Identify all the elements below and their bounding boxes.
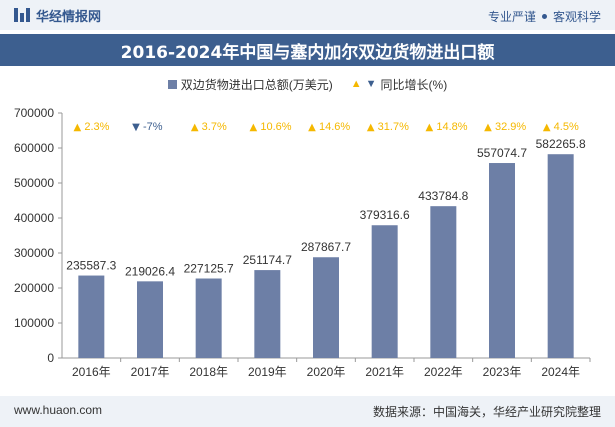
growth-up-icon: ▲ [308, 122, 316, 133]
top-bar: 华经情报网 专业严谨 客观科学 [0, 0, 615, 30]
growth-up-icon: ▲ [73, 122, 81, 133]
bar [137, 281, 163, 358]
x-tick-label: 2017年 [131, 365, 170, 379]
growth-up-icon: ▲ [425, 122, 433, 133]
bar-value-label: 433784.8 [418, 189, 468, 203]
y-tick-label: 700000 [14, 106, 54, 120]
growth-up-icon: ▲ [543, 122, 551, 133]
bar [254, 270, 281, 358]
x-tick-label: 2016年 [72, 365, 111, 379]
brand-logo-icon [14, 8, 30, 22]
growth-label: 14.8% [436, 121, 467, 133]
growth-label: 2.3% [84, 121, 109, 133]
bar [313, 257, 339, 358]
growth-label: 10.6% [260, 121, 291, 133]
legend-item-growth: ▲ ▼ 同比增长(%) [351, 76, 447, 93]
growth-up-icon: ▲ [249, 122, 257, 133]
bar [430, 206, 457, 358]
growth-label: 3.7% [202, 121, 227, 133]
growth-label: 14.6% [319, 121, 350, 133]
slogan: 专业严谨 客观科学 [488, 8, 601, 25]
y-tick-label: 600000 [14, 141, 54, 155]
footer-source: 数据来源：中国海关，华经产业研究院整理 [372, 405, 601, 419]
growth-down-icon: ▼ [132, 122, 140, 133]
slogan-left: 专业严谨 [487, 10, 536, 24]
bar-value-label: 235587.3 [66, 259, 116, 273]
legend-label-growth: 同比增长(%) [380, 77, 448, 92]
y-tick-label: 100000 [14, 316, 54, 330]
y-tick-label: 0 [47, 351, 54, 365]
bar [195, 278, 222, 358]
bar-value-label: 379316.6 [360, 208, 410, 222]
chart-title: 2016-2024年中国与塞内加尔双边货物进出口额 [120, 42, 495, 63]
y-tick-label: 400000 [14, 211, 54, 225]
growth-up-icon: ▲ [484, 122, 492, 133]
growth-label: 32.9% [495, 121, 526, 133]
slogan-dot-icon [541, 14, 547, 19]
triangle-up-icon: ▲ [350, 78, 362, 90]
bar-value-label: 227125.7 [184, 262, 234, 276]
growth-up-icon: ▲ [367, 122, 375, 133]
footer: www.huaon.com 数据来源：中国海关，华经产业研究院整理 [0, 396, 615, 427]
y-tick-label: 300000 [14, 246, 54, 260]
legend: 双边货物进出口总额(万美元) ▲ ▼ 同比增长(%) [0, 74, 615, 94]
growth-label: 4.5% [554, 121, 579, 133]
x-tick-label: 2019年 [248, 365, 287, 379]
y-tick-label: 200000 [14, 281, 54, 295]
title-bar: 2016-2024年中国与塞内加尔双边货物进出口额 [0, 34, 615, 66]
bar-value-label: 287867.7 [301, 240, 351, 254]
bar-value-label: 251174.7 [243, 253, 292, 267]
legend-item-total: 双边货物进出口总额(万美元) [167, 76, 333, 93]
x-tick-label: 2024年 [541, 365, 580, 379]
growth-up-icon: ▲ [191, 122, 199, 133]
triangle-down-icon: ▼ [365, 78, 377, 90]
growth-label: 31.7% [378, 121, 409, 133]
brand: 华经情报网 [14, 7, 102, 24]
bar-value-label: 219026.4 [125, 264, 175, 278]
x-tick-label: 2020年 [307, 365, 346, 379]
slogan-right: 客观科学 [552, 10, 601, 24]
bar [78, 275, 105, 358]
growth-label: -7% [143, 121, 163, 133]
bar-value-label: 557074.7 [477, 146, 527, 160]
footer-site: www.huaon.com [14, 403, 103, 417]
bar-value-label: 582265.8 [536, 137, 586, 151]
y-tick-label: 500000 [14, 176, 54, 190]
legend-swatch-icon [167, 79, 177, 89]
x-tick-label: 2023年 [483, 365, 522, 379]
bar [547, 154, 574, 358]
x-tick-label: 2022年 [424, 365, 463, 379]
bar [489, 163, 515, 358]
x-tick-label: 2018年 [189, 365, 228, 379]
legend-label-total: 双边货物进出口总额(万美元) [180, 77, 333, 92]
x-tick-label: 2021年 [365, 365, 404, 379]
bar [371, 225, 398, 358]
brand-name: 华经情报网 [36, 8, 102, 24]
